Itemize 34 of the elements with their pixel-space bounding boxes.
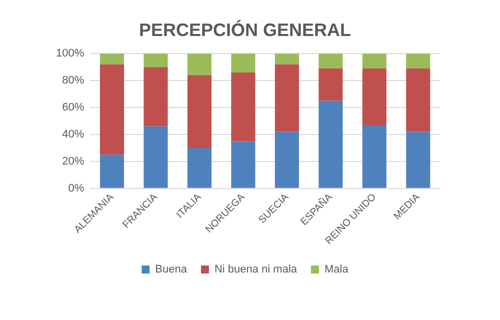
bar — [144, 126, 168, 188]
bar — [274, 64, 299, 132]
bar — [362, 125, 386, 188]
legend-label: Ni buena ni mala — [214, 264, 298, 276]
bar — [187, 54, 212, 76]
bar — [187, 148, 212, 188]
bar — [231, 72, 256, 142]
legend-label: Buena — [155, 264, 188, 276]
bar — [406, 68, 430, 132]
bar — [362, 54, 386, 68]
bar — [406, 132, 430, 188]
y-tick-label: 100% — [56, 48, 84, 60]
y-tick-label: 60% — [62, 102, 84, 114]
bar — [362, 68, 386, 126]
chart-title: PERCEPCIÓN GENERAL — [138, 20, 352, 40]
bar — [274, 54, 299, 64]
y-tick-label: 80% — [62, 74, 84, 87]
bar — [231, 141, 256, 188]
bar — [231, 54, 256, 72]
legend-label: Mala — [324, 264, 350, 276]
y-tick-label: 0% — [68, 182, 84, 194]
bar — [187, 75, 212, 148]
y-tick-label: 40% — [62, 128, 84, 140]
bar — [318, 100, 343, 188]
bar — [318, 54, 343, 68]
bar — [144, 67, 168, 126]
bar — [100, 64, 124, 155]
bar — [144, 54, 168, 68]
bar — [406, 54, 430, 68]
bar — [100, 154, 124, 188]
bar — [318, 68, 343, 101]
bar — [274, 132, 299, 188]
bar — [100, 54, 124, 64]
y-tick-label: 20% — [62, 155, 84, 168]
